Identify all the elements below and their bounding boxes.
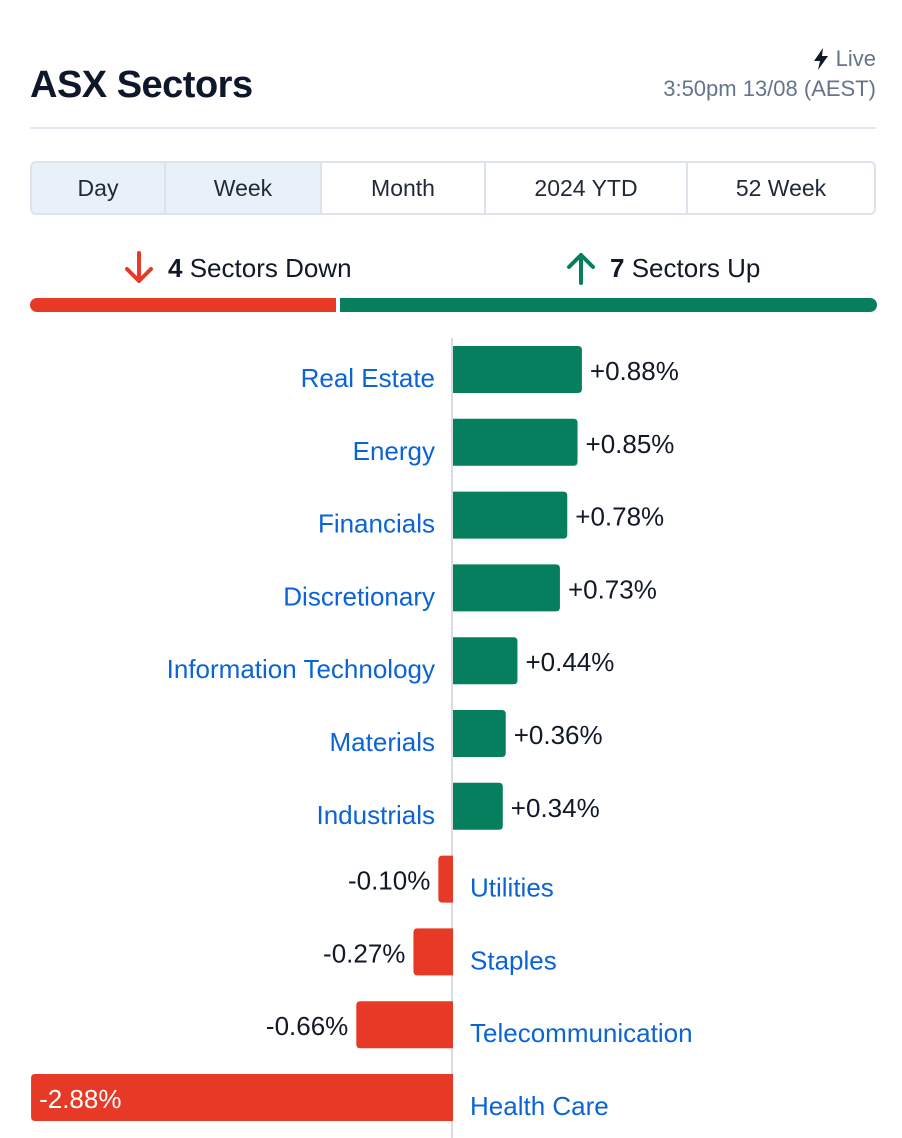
sectors-up-count: 7 (610, 252, 625, 283)
value-label-materials: +0.36% (514, 720, 603, 750)
tab-month[interactable]: Month (322, 163, 486, 213)
sectors-down-summary: 4 Sectors Down (122, 248, 352, 288)
value-label-real-estate: +0.88% (590, 356, 679, 386)
value-label-industrials: +0.34% (511, 793, 600, 823)
bar-information-technology (453, 637, 518, 685)
bar-utilities (438, 855, 453, 903)
down-proportion-bar (30, 298, 336, 312)
value-label-information-technology: +0.44% (525, 647, 614, 677)
sectors-down-label: Sectors Down (189, 252, 352, 283)
page-title: ASX Sectors (30, 64, 253, 106)
tab-52-week[interactable]: 52 Week (688, 163, 874, 213)
value-label-discretionary: +0.73% (568, 574, 657, 604)
value-label-utilities: -0.10% (348, 866, 430, 896)
tab-52week-label: 52 Week (735, 174, 827, 201)
tab-week-label: Week (213, 174, 273, 201)
value-label-staples: -0.27% (323, 938, 405, 968)
arrow-up-icon (567, 253, 595, 285)
tab-day-label: Day (77, 174, 119, 201)
bar-telecommunication (356, 1001, 453, 1049)
live-indicator: Live (812, 46, 876, 72)
sector-link-staples[interactable]: Staples (470, 945, 557, 975)
sector-link-discretionary[interactable]: Discretionary (283, 581, 435, 611)
bar-real-estate (453, 346, 582, 393)
value-label-health-care: -2.88% (39, 1084, 121, 1114)
timestamp: 3:50pm 13/08 (AEST) (663, 76, 876, 101)
bar-discretionary (453, 564, 560, 612)
bar-financials (453, 491, 568, 539)
sector-link-financials[interactable]: Financials (318, 509, 435, 539)
period-tabs: Day Week Month 2024 YTD 52 Week (30, 161, 876, 215)
bar-industrials (453, 782, 503, 830)
value-label-financials: +0.78% (575, 502, 664, 532)
sectors-up-label: Sectors Up (631, 252, 761, 283)
lightning-icon (813, 48, 828, 70)
tab-week[interactable]: Week (166, 163, 322, 213)
tab-day[interactable]: Day (32, 163, 166, 213)
sector-link-energy[interactable]: Energy (353, 436, 435, 466)
sector-link-real-estate[interactable]: Real Estate (301, 363, 435, 393)
tab-ytd-label: 2024 YTD (534, 174, 638, 201)
sector-link-health-care[interactable]: Health Care (470, 1091, 609, 1121)
live-label: Live (835, 46, 876, 71)
value-label-telecommunication: -0.66% (266, 1011, 348, 1041)
bar-materials (453, 710, 506, 757)
sector-link-information-technology[interactable]: Information Technology (167, 654, 435, 684)
sector-link-utilities[interactable]: Utilities (470, 873, 554, 903)
arrow-down-icon (125, 251, 153, 283)
bar-staples (413, 928, 453, 976)
sectors-up-summary: 7 Sectors Up (564, 248, 760, 288)
header-divider (30, 127, 876, 129)
tab-month-label: Month (371, 174, 435, 201)
bar-health-care (31, 1074, 454, 1121)
value-label-energy: +0.85% (586, 429, 675, 459)
bar-energy (453, 418, 578, 466)
sector-link-industrials[interactable]: Industrials (317, 800, 436, 830)
sector-link-materials[interactable]: Materials (330, 727, 435, 757)
up-proportion-bar (340, 298, 877, 312)
sector-link-telecommunication[interactable]: Telecommunication (470, 1018, 693, 1048)
sectors-down-count: 4 (168, 252, 183, 283)
tab-2024-ytd[interactable]: 2024 YTD (486, 163, 688, 213)
